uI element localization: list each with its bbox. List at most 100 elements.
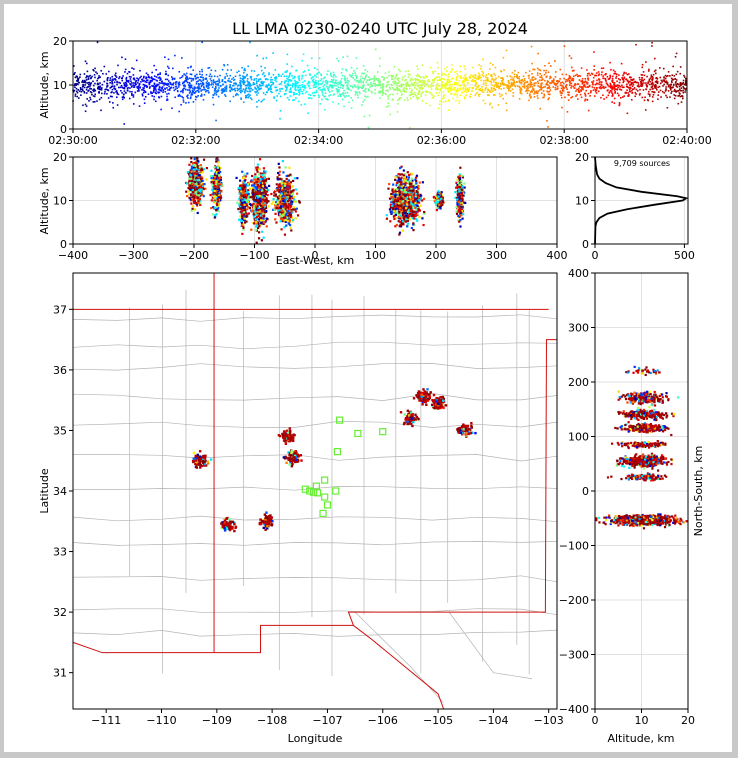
source-point	[261, 73, 264, 76]
source-point	[219, 176, 222, 179]
source-point	[306, 82, 309, 85]
source-point	[197, 76, 200, 79]
source-point	[355, 92, 358, 94]
source-point	[299, 87, 302, 89]
source-point	[329, 74, 332, 76]
source-point	[589, 95, 591, 97]
source-point	[92, 95, 95, 97]
source-point	[401, 84, 404, 86]
source-point	[129, 90, 131, 93]
source-point	[613, 89, 616, 91]
source-point	[464, 85, 466, 87]
source-point	[674, 55, 677, 58]
source-point	[121, 86, 124, 89]
source-point	[93, 88, 95, 90]
source-point	[525, 81, 528, 83]
source-point	[313, 84, 315, 87]
source-point	[258, 180, 261, 183]
source-point	[360, 78, 362, 80]
source-point	[216, 207, 219, 211]
source-point	[74, 72, 76, 74]
source-point	[200, 190, 203, 193]
source-point	[83, 90, 85, 93]
source-point	[165, 73, 168, 75]
source-point	[600, 96, 602, 99]
source-point	[548, 62, 550, 64]
source-point	[499, 85, 502, 88]
source-point	[139, 76, 141, 79]
source-point	[509, 86, 511, 89]
source-point	[577, 75, 579, 78]
source-point	[193, 165, 196, 168]
source-point	[114, 78, 116, 80]
source-point	[420, 88, 422, 90]
source-point	[463, 84, 465, 87]
source-point	[178, 93, 181, 96]
source-point	[417, 97, 420, 99]
source-point	[374, 83, 377, 85]
source-point	[233, 88, 236, 91]
source-point	[388, 74, 390, 77]
source-point	[137, 78, 140, 80]
source-point	[181, 57, 183, 59]
source-point	[187, 101, 190, 104]
source-point	[354, 90, 357, 93]
source-point	[235, 93, 237, 96]
source-point	[97, 83, 100, 86]
source-point	[618, 74, 620, 76]
source-point	[299, 90, 301, 93]
source-point	[335, 87, 338, 90]
source-point	[340, 71, 343, 74]
source-point	[678, 88, 681, 90]
source-point	[225, 86, 228, 88]
source-point	[184, 74, 187, 77]
source-point	[570, 57, 573, 60]
source-point	[291, 84, 294, 87]
source-point	[189, 179, 192, 182]
source-point	[652, 76, 654, 79]
source-point	[223, 81, 226, 83]
source-point	[382, 78, 385, 81]
source-point	[198, 201, 201, 205]
source-point	[459, 65, 462, 68]
source-point	[408, 85, 410, 87]
source-point	[613, 97, 616, 100]
source-point	[207, 67, 210, 69]
source-point	[132, 103, 135, 105]
source-point	[197, 168, 200, 171]
source-point	[426, 80, 429, 83]
source-point	[593, 65, 596, 67]
source-point	[497, 82, 500, 85]
source-point	[148, 82, 151, 85]
source-point	[597, 74, 600, 77]
source-point	[145, 84, 148, 87]
source-point	[547, 126, 549, 128]
source-point	[491, 84, 493, 87]
source-point	[579, 75, 582, 77]
source-point	[459, 94, 461, 97]
source-point	[165, 83, 167, 85]
source-point	[523, 83, 526, 85]
source-point	[661, 90, 664, 93]
source-point	[362, 87, 364, 89]
source-point	[210, 83, 213, 86]
source-point	[528, 70, 531, 72]
source-point	[160, 108, 162, 111]
source-point	[181, 90, 183, 93]
source-point	[568, 79, 571, 82]
source-point	[254, 219, 257, 222]
source-point	[541, 78, 544, 81]
source-point	[82, 104, 84, 107]
source-point	[616, 80, 618, 83]
source-point	[175, 81, 177, 84]
source-point	[313, 81, 316, 84]
source-point	[448, 79, 450, 81]
source-point	[196, 196, 199, 199]
source-point	[650, 76, 653, 78]
source-point	[304, 74, 307, 77]
source-point	[231, 88, 234, 91]
source-point	[513, 73, 516, 76]
source-point	[368, 114, 371, 117]
source-point	[129, 87, 131, 89]
source-point	[195, 77, 197, 80]
